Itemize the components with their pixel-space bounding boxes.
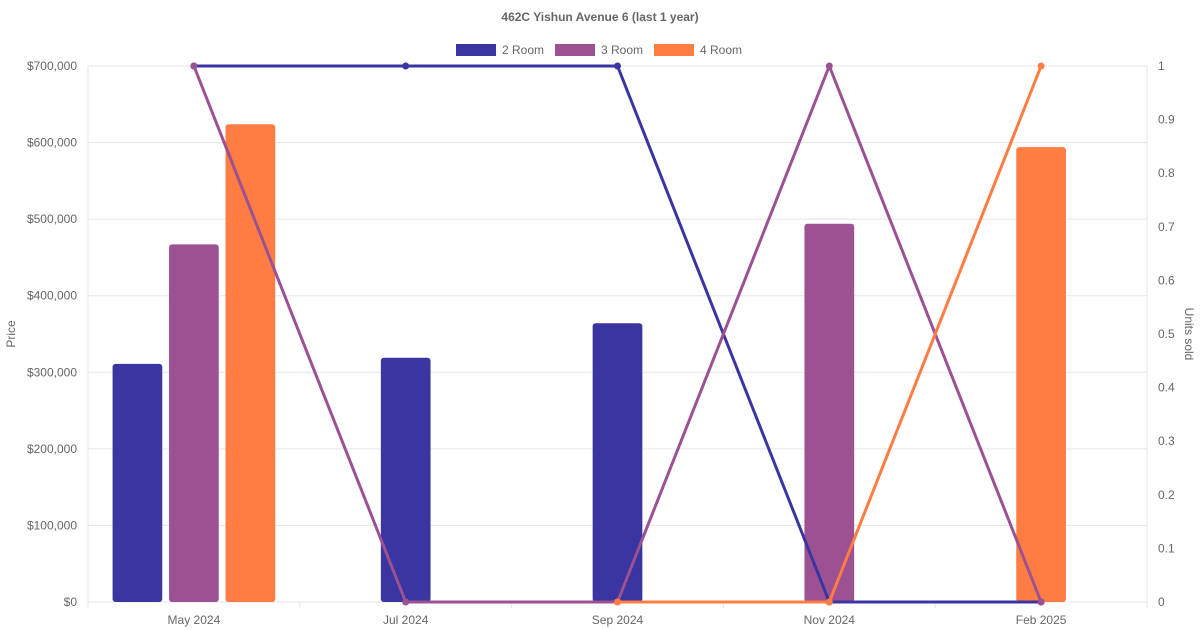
y2-tick-label: 0.4 [1158,381,1175,395]
y2-tick-label: 0.3 [1158,434,1175,448]
y-tick-label: $400,000 [27,289,77,303]
x-axis-ticks: May 2024 Jul 2024 Sep 2024 Nov 2024 Feb 2025 [168,613,1067,627]
legend-label-3-room[interactable]: 3 Room [601,43,643,57]
legend-swatch-2-room[interactable] [456,44,496,56]
y-tick-label: $700,000 [27,59,77,73]
y2-tick-label: 0.5 [1158,327,1175,341]
point-3-room[interactable] [825,62,833,70]
line-layer [190,62,1045,606]
point-2-room[interactable] [614,62,621,70]
y-axis-left-ticks: $0 $100,000 $200,000 $300,000 $400,000 $500,0… [27,59,77,609]
point-3-room[interactable] [190,62,198,70]
y-tick-label: $100,000 [27,518,77,532]
y2-tick-label: 1 [1158,59,1165,73]
y2-tick-label: 0.9 [1158,113,1175,127]
y-tick-label: $600,000 [27,136,77,150]
y2-tick-label: 0.1 [1158,541,1175,555]
x-tick-label: Sep 2024 [592,613,644,627]
chart-title: 462C Yishun Avenue 6 (last 1 year) [501,10,698,24]
point-4-room[interactable] [614,598,621,606]
y2-tick-label: 0.7 [1158,220,1175,234]
point-3-room[interactable] [1037,598,1045,606]
x-tick-label: May 2024 [168,613,221,627]
point-2-room[interactable] [402,62,410,70]
legend: 2 Room 3 Room 4 Room [456,43,742,57]
point-4-room[interactable] [825,598,833,606]
y2-tick-label: 0.6 [1158,273,1175,287]
x-tick-label: Feb 2025 [1016,613,1067,627]
y-tick-label: $500,000 [27,212,77,226]
y2-axis-title: Units sold [1182,308,1196,361]
bar-4-room[interactable] [1016,147,1066,602]
bar-4-room[interactable] [225,124,276,603]
y2-tick-label: 0 [1158,595,1165,609]
y2-tick-label: 0.8 [1158,166,1175,180]
bar-2-room[interactable] [592,323,643,602]
legend-swatch-4-room[interactable] [654,44,694,56]
y-tick-label: $0 [64,595,78,609]
x-tick-label: Nov 2024 [804,613,856,627]
y2-tick-label: 0.2 [1158,488,1175,502]
legend-swatch-3-room[interactable] [555,44,595,56]
point-3-room[interactable] [402,598,410,606]
legend-label-2-room[interactable]: 2 Room [502,43,544,57]
bar-3-room[interactable] [804,223,855,603]
bar-3-room[interactable] [169,244,219,602]
y-axis-right-ticks: 0 0.1 0.2 0.3 0.4 0.5 0.6 0.7 0.8 0.9 1 [1158,59,1175,609]
y-tick-label: $300,000 [27,365,77,379]
point-4-room[interactable] [1037,62,1045,70]
legend-label-4-room[interactable]: 4 Room [700,43,742,57]
bar-2-room[interactable] [112,363,163,602]
y-tick-label: $200,000 [27,442,77,456]
bar-2-room[interactable] [380,357,431,602]
y-axis-title: Price [4,320,18,348]
x-tick-label: Jul 2024 [383,613,429,627]
